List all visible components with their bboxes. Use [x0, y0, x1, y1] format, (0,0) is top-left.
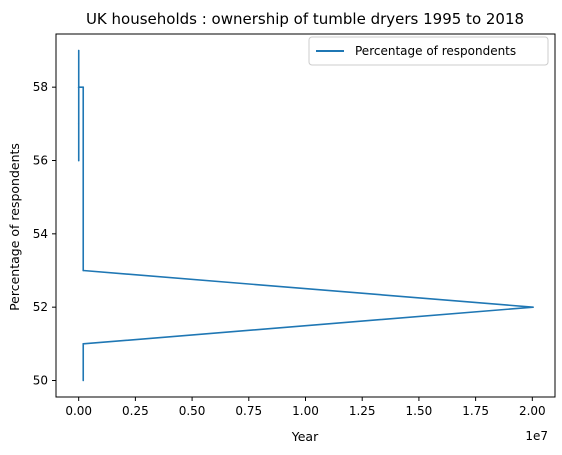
series-line	[77, 49, 534, 381]
x-offset-label: 1e7	[525, 429, 548, 443]
x-tick-label: 0.25	[122, 404, 149, 418]
chart-title: UK households : ownership of tumble drye…	[86, 10, 524, 28]
legend-box	[308, 36, 549, 66]
data-point	[82, 86, 85, 88]
legend-label: Percentage of respondents	[355, 44, 516, 58]
y-tick-label: 50	[33, 374, 48, 388]
x-tick-label: 0.00	[65, 404, 92, 418]
x-tick-label: 1.25	[349, 404, 376, 418]
x-tick-label: 1.75	[462, 404, 489, 418]
x-axis: 0.00 0.25 0.50 0.75 1.00 1.25 1.50 1.75 2.00	[65, 397, 546, 418]
legend: Percentage of respondents	[308, 36, 549, 66]
y-tick-label: 54	[33, 227, 48, 241]
data-point	[77, 123, 80, 125]
x-tick-label: 0.50	[179, 404, 206, 418]
y-tick-label: 56	[33, 154, 48, 168]
data-point	[82, 269, 85, 272]
x-tick-label: 1.50	[406, 404, 433, 418]
y-axis-label: Percentage of respondents	[7, 143, 22, 311]
x-axis-label: Year	[291, 429, 319, 444]
x-tick-label: 0.75	[235, 404, 262, 418]
y-axis: 50 52 54 56 58	[33, 80, 56, 388]
data-point	[77, 49, 80, 52]
data-point	[82, 343, 85, 345]
x-tick-label: 1.00	[292, 404, 319, 418]
plot-area	[55, 33, 556, 398]
x-tick-label: 2.00	[519, 404, 546, 418]
data-point	[77, 86, 80, 88]
data-point	[82, 379, 85, 382]
data-point	[532, 306, 534, 308]
y-tick-label: 52	[33, 300, 48, 314]
plot-frame	[55, 33, 556, 398]
y-tick-label: 58	[33, 80, 48, 94]
data-point	[77, 159, 80, 162]
